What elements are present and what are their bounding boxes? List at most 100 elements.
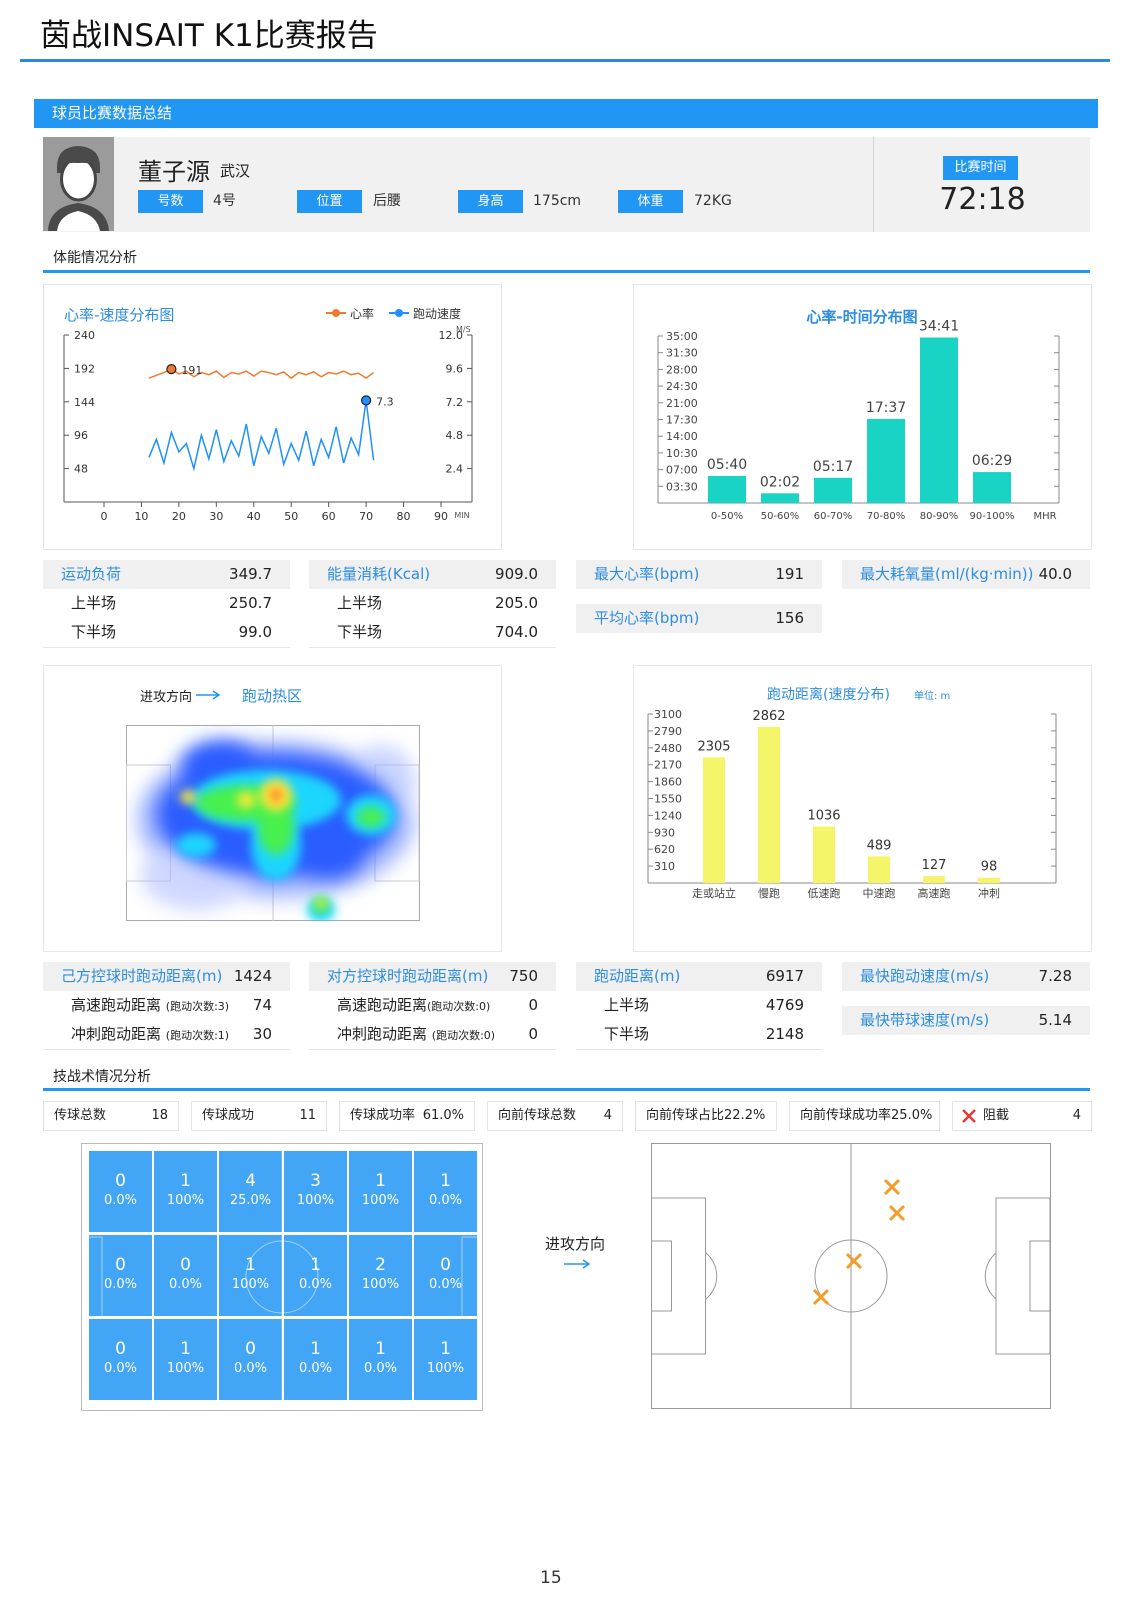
legend-hr-label: 心率 [350,306,374,321]
distance-h1-label: 上半场 [604,996,650,1014]
pass-zone-cell: 1 100% [154,1151,217,1232]
legend-hr-marker [332,309,340,317]
distance-chart-panel: 跑动距离(速度分布) 单位: m 3100 2790 2480 2170 1860 155… [633,665,1092,952]
y-tick-label: 1550 [654,793,682,806]
distance-h1-value: 4769 [765,996,804,1014]
pass-zone-cell: 3 100% [284,1151,347,1232]
distance-chart-title: 跑动距离(速度分布) [767,686,890,703]
pass-zone-count: 1 [180,1339,191,1359]
pass-zone-rate: 0.0% [168,1277,203,1292]
x-tick-label: 20 [172,510,186,523]
speed-series-line [148,400,375,472]
position-label: 位置 [297,190,362,213]
pass-success-label: 传球成功 [202,1108,255,1123]
distance-stats: 跑动距离(m) 6917 上半场 4769 下半场 2148 [576,962,822,1050]
heatmap-title: 跑动热区 [242,687,303,705]
own-hs-value: 74 [252,996,272,1014]
legend-speed-marker [395,309,403,317]
player-name: 董子源 [138,158,210,186]
hr-bar-label: 05:40 [707,457,747,473]
distance-h2-value: 2148 [765,1025,804,1043]
hr-bar-label: 05:17 [813,459,853,475]
right-tick-label: 4.8 [446,429,464,442]
right-axis-unit: M/S [456,325,471,334]
y-tick-label: 930 [654,826,675,839]
x-tick-label: 60 [322,510,336,523]
pass-zone-count: 1 [440,1339,451,1359]
pass-zone-cell: 1 0.0% [349,1319,412,1400]
pass-zone-cell: 1 0.0% [414,1151,477,1232]
y-tick-label: 28:00 [666,363,698,376]
max-speed-stat: 最快跑动速度(m/s) 7.28 [842,962,1090,991]
info-divider [873,137,874,232]
own-sp-label: 冲刺跑动距离 [71,1025,162,1043]
pass-total-label: 传球总数 [54,1108,107,1123]
distance-bar-label: 2862 [752,709,785,724]
pass-success-rate: 传球成功率 61.0% [339,1101,475,1131]
distance-bar-label: 98 [981,860,998,875]
opp-hs-count: (跑动次数:0) [427,1000,491,1013]
pass-zone-rate: 100% [296,1193,335,1208]
pass-total-value: 18 [151,1108,168,1123]
distance-bar [758,726,780,883]
title-rule [20,59,1110,62]
right-tick-label: 2.4 [446,463,464,476]
pass-zone-cell: 1 100% [154,1319,217,1400]
distance-category-label: 高速跑 [918,886,951,900]
distance-bar [923,876,945,883]
forward-pass-rate-value: 25.0% [891,1108,933,1123]
opp-hs-value: 0 [528,996,538,1014]
position-value: 后腰 [373,193,401,209]
interception-marker [812,1288,830,1306]
energy-h1-value: 205.0 [495,594,538,612]
pass-zone-rate: 100% [166,1361,205,1376]
pass-zone-cell: 1 100% [414,1319,477,1400]
physical-section-rule [43,270,1090,273]
distance-category-label: 低速跑 [808,886,841,900]
y-tick-label: 24:30 [666,380,698,393]
pass-zone-count: 3 [310,1171,321,1191]
player-team: 武汉 [220,162,251,180]
pass-zone-cell: 0 0.0% [219,1319,282,1400]
heatmap-direction-label: 进攻方向 [140,690,193,705]
hr-speed-chart: 心率-速度分布图 心率 跑动速度 M/S 240 192 144 96 48 12.0 9.… [63,306,473,523]
hr-bar [867,418,905,503]
match-time-value: 72:18 [939,182,1026,217]
hr-bar [761,493,799,503]
x-tick-label: 90 [434,510,448,523]
avg-hr-stat: 平均心率(bpm) 156 [576,604,822,633]
pass-zone-rate: 100% [361,1277,400,1292]
interception-marker [883,1178,901,1196]
pass-zone-count: 2 [375,1255,386,1275]
hr-time-chart-panel: 心率-时间分布图 35:00 31:30 28:00 24:30 21:00 17:30 1… [633,284,1092,550]
distance-bar-label: 1036 [807,809,840,824]
pass-zone-cell: 1 100% [349,1151,412,1232]
hr-time-chart-title: 心率-时间分布图 [806,308,917,326]
y-tick-label: 31:30 [666,347,698,360]
distance-chart: 跑动距离(速度分布) 单位: m 3100 2790 2480 2170 1860 155… [647,686,1057,900]
pass-zone-rate: 25.0% [229,1193,272,1208]
hr-category-label: 70-80% [867,511,906,522]
speed-max-marker [361,395,372,406]
pass-zone-count: 1 [180,1171,191,1191]
vo2-value: 40.0 [1038,565,1072,583]
distance-category-label: 中速跑 [863,886,896,900]
summary-section-header: 球员比赛数据总结 [34,99,1098,128]
max-dribble-label: 最快带球速度(m/s) [860,1011,990,1029]
pass-zone-count: 0 [180,1255,191,1275]
hr-max-marker [166,363,177,375]
x-tick-label: 0 [101,510,108,523]
energy-h1-label: 上半场 [337,594,383,612]
forward-pass-total-label: 向前传球总数 [498,1108,577,1123]
hr-bar [920,337,958,503]
y-tick-label: 21:00 [666,397,698,410]
distance-bar [813,826,835,883]
distance-bar-label: 127 [922,858,947,873]
number-label: 号数 [138,190,203,213]
max-speed-label: 最快跑动速度(m/s) [860,967,990,985]
forward-pass-total: 向前传球总数 4 [487,1101,623,1131]
tech-section-rule [43,1088,1090,1091]
pass-zone-cell: 1 0.0% [284,1235,347,1316]
weight-value: 72KG [694,193,732,209]
heatmap-panel: 进攻方向 跑动热区 [43,665,502,952]
